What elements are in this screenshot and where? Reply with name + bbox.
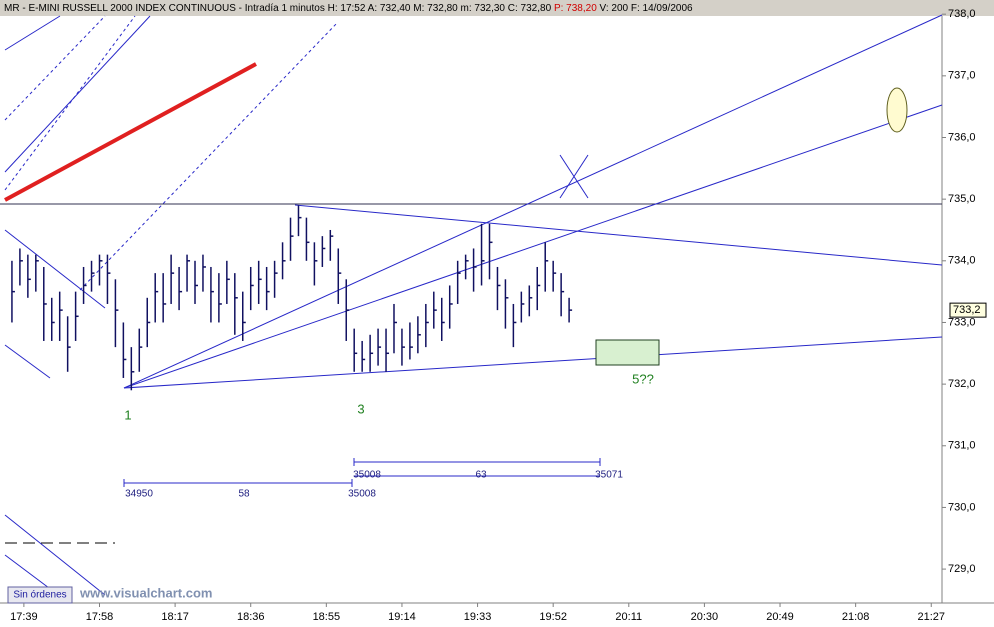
y-tick-label: 737,0 xyxy=(948,70,976,82)
watermark: www.visualchart.com xyxy=(79,585,212,600)
header-field: A: 732,40 xyxy=(368,3,411,14)
header-field: F: 14/09/2006 xyxy=(631,3,693,14)
wave-label: 5?? xyxy=(632,371,654,386)
header: MR - E-MINI RUSSELL 2000 INDEX CONTINUOU… xyxy=(4,3,693,14)
x-tick-label: 20:11 xyxy=(615,611,642,623)
measure-label: 34950 xyxy=(125,489,153,500)
x-tick-label: 17:58 xyxy=(86,611,114,623)
y-tick-label: 738,0 xyxy=(948,8,976,20)
x-tick-label: 17:39 xyxy=(10,611,38,623)
measure-label: 35008 xyxy=(353,470,381,481)
y-tick-label: 736,0 xyxy=(948,131,976,143)
x-tick-label: 20:49 xyxy=(766,611,794,623)
trendline xyxy=(4,15,61,51)
cross-mark xyxy=(559,154,589,199)
x-tick-label: 18:17 xyxy=(161,611,189,623)
header-field: V: 200 xyxy=(600,3,629,14)
y-tick-label: 735,0 xyxy=(948,193,976,205)
trendline xyxy=(4,514,106,596)
measure-label: 58 xyxy=(238,489,250,500)
header-field: C: 732,80 xyxy=(508,3,552,14)
dashed-line xyxy=(79,21,339,291)
last-price-label: 733,2 xyxy=(953,304,981,316)
header-field: MR - E-MINI RUSSELL 2000 INDEX CONTINUOU… xyxy=(4,3,325,14)
measure-label: 63 xyxy=(475,470,487,481)
measure-label: 35008 xyxy=(348,489,376,500)
trendline xyxy=(294,204,943,266)
x-tick-label: 21:08 xyxy=(842,611,870,623)
y-tick-label: 730,0 xyxy=(948,501,976,513)
x-tick-label: 18:36 xyxy=(237,611,265,623)
target-ellipse xyxy=(886,87,908,133)
x-tick-label: 18:55 xyxy=(313,611,341,623)
header-field: m: 732,30 xyxy=(461,3,506,14)
trendline xyxy=(123,336,943,389)
status[interactable]: Sin órdenes xyxy=(13,590,66,601)
trendline xyxy=(123,104,943,389)
y-tick-label: 734,0 xyxy=(948,255,976,267)
dashed-line xyxy=(4,15,106,121)
x-tick-label: 19:52 xyxy=(539,611,567,623)
x-tick-label: 19:14 xyxy=(388,611,416,623)
x-tick-label: 20:30 xyxy=(691,611,719,623)
x-tick-label: 21:27 xyxy=(917,611,945,623)
dashed-line xyxy=(4,15,136,191)
header-field: M: 732,80 xyxy=(413,3,458,14)
red-trendline xyxy=(4,62,257,202)
x-tick-label: 19:33 xyxy=(464,611,492,623)
trendline xyxy=(4,344,51,379)
trendline xyxy=(4,15,151,173)
wave-label: 1 xyxy=(124,407,131,422)
trendline xyxy=(4,229,106,309)
target-box xyxy=(595,339,660,366)
trendline xyxy=(123,14,943,389)
status-box[interactable] xyxy=(7,586,73,604)
header-field: P: 738,20 xyxy=(554,3,597,14)
wave-label: 3 xyxy=(357,401,364,416)
y-tick-label: 729,0 xyxy=(948,563,976,575)
measure-label: 35071 xyxy=(595,470,623,481)
header-bar xyxy=(0,0,994,16)
y-tick-label: 733,0 xyxy=(948,316,976,328)
y-tick-label: 731,0 xyxy=(948,440,976,452)
y-tick-label: 732,0 xyxy=(948,378,976,390)
header-field: H: 17:52 xyxy=(328,3,366,14)
last-price-box xyxy=(949,302,987,318)
